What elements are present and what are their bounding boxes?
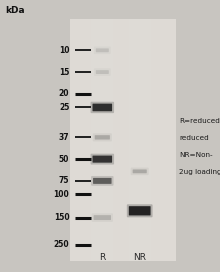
Text: 75: 75 [59,176,69,186]
FancyBboxPatch shape [127,204,153,217]
FancyBboxPatch shape [93,178,112,184]
Text: 150: 150 [54,213,69,222]
Text: 20: 20 [59,89,69,98]
FancyBboxPatch shape [93,104,112,111]
Text: 2ug loading: 2ug loading [179,169,220,175]
FancyBboxPatch shape [93,133,112,141]
FancyBboxPatch shape [133,169,147,173]
Bar [129,19,151,261]
Text: kDa: kDa [6,6,25,16]
FancyBboxPatch shape [131,168,149,175]
FancyBboxPatch shape [95,135,110,140]
Text: reduced: reduced [179,135,209,141]
FancyBboxPatch shape [96,70,109,74]
Text: 10: 10 [59,46,69,55]
Bar [70,19,176,261]
FancyBboxPatch shape [91,102,114,113]
Text: NR: NR [133,252,146,262]
Text: 100: 100 [53,190,69,199]
Text: NR=Non-: NR=Non- [179,152,213,158]
Text: R: R [99,252,105,262]
FancyBboxPatch shape [129,206,151,215]
Text: 250: 250 [54,240,69,249]
FancyBboxPatch shape [91,154,114,165]
FancyBboxPatch shape [94,215,111,220]
Text: 25: 25 [59,103,69,112]
Bar [91,19,113,261]
FancyBboxPatch shape [91,176,114,186]
FancyBboxPatch shape [93,156,112,163]
Text: R=reduced: R=reduced [179,118,220,124]
Text: 37: 37 [59,133,69,142]
Text: 50: 50 [59,154,69,164]
FancyBboxPatch shape [96,48,109,52]
Text: 15: 15 [59,67,69,77]
